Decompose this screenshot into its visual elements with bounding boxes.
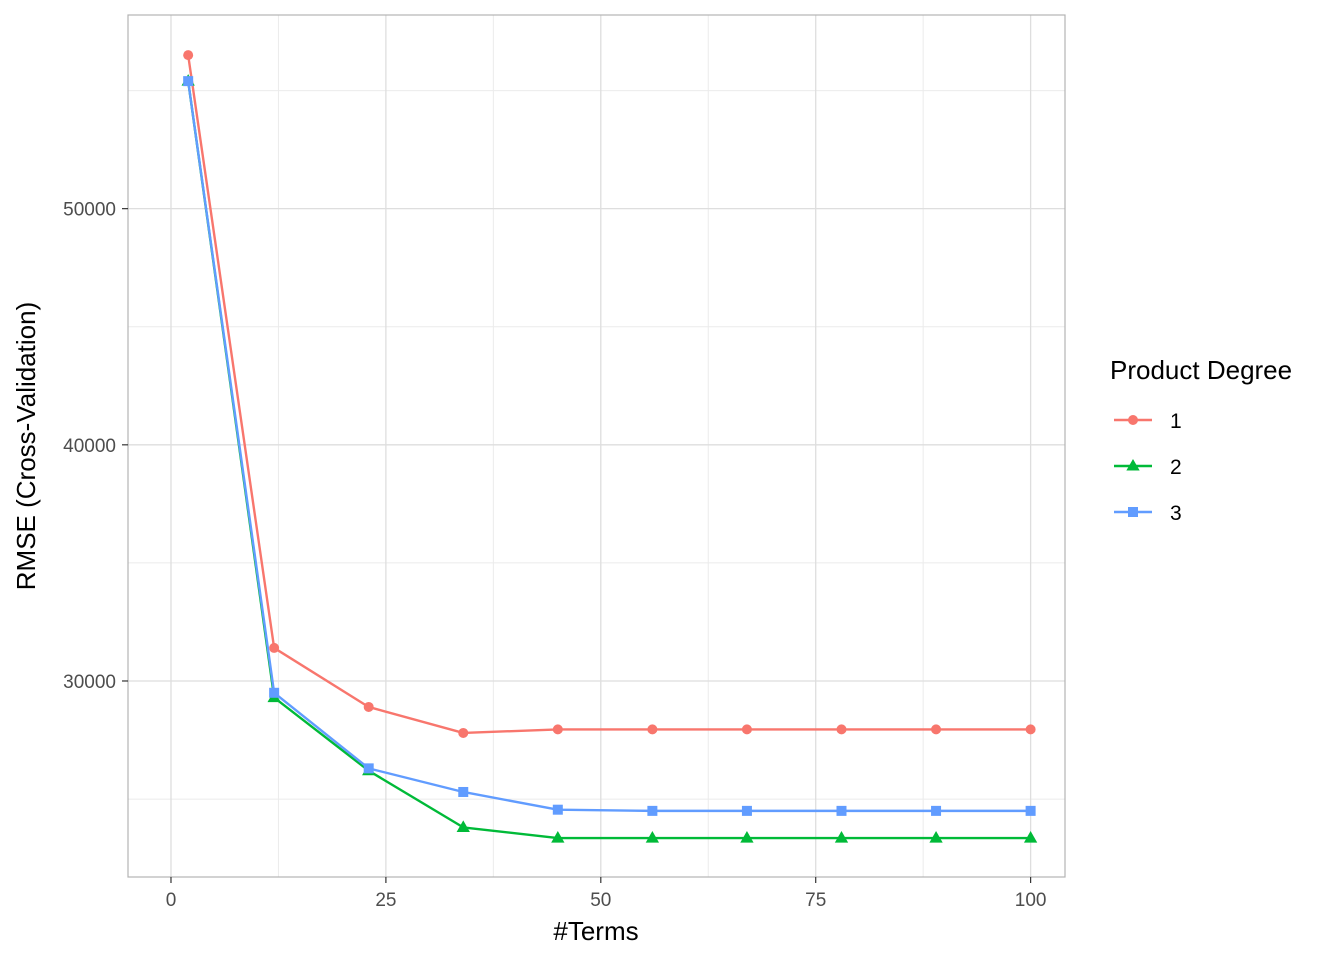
series-1-point: [458, 727, 469, 738]
series-1-point: [363, 701, 374, 712]
legend-item-3: 3: [1114, 502, 1182, 525]
series-layer: [181, 50, 1038, 843]
legend-key-marker: [1128, 507, 1138, 517]
series-3-point: [836, 805, 847, 816]
series-3-point: [183, 76, 194, 87]
series-2-point: [740, 831, 754, 843]
series-1-point: [1025, 724, 1036, 735]
series-1-point: [836, 724, 847, 735]
y-axis-title: RMSE (Cross-Validation): [11, 302, 41, 590]
plot-border: [127, 14, 1066, 878]
series-3-point: [931, 805, 942, 816]
series-3-point: [1025, 805, 1036, 816]
legend-key-marker: [1126, 459, 1140, 471]
series-1: [183, 50, 1036, 738]
series-1-line: [186, 54, 1031, 735]
series-2-point: [834, 831, 849, 843]
series-1-point: [931, 724, 942, 735]
legend-key-marker: [1128, 415, 1138, 425]
legend-item-1: 1: [1114, 410, 1182, 433]
series-1-point: [552, 724, 563, 735]
series-2-point: [645, 831, 660, 843]
legend-label: 1: [1170, 410, 1182, 433]
series-2-line: [186, 80, 1031, 840]
series-2: [181, 74, 1038, 843]
legend: Product Degree 1 2 3: [1110, 355, 1292, 525]
legend-title: Product Degree: [1110, 355, 1292, 385]
series-1-point: [647, 724, 658, 735]
series-3: [183, 76, 1036, 816]
x-tick-label: 75: [805, 890, 826, 911]
y-tick-label: 30000: [63, 672, 116, 693]
y-tick-label: 50000: [63, 200, 116, 221]
series-3-point: [458, 786, 469, 797]
x-tick-label: 0: [166, 890, 177, 911]
series-2-point: [929, 831, 943, 843]
legend-item-2: 2: [1114, 456, 1182, 479]
series-3-point: [363, 763, 374, 774]
x-axis-title: #Terms: [553, 916, 638, 946]
series-3-point: [741, 805, 752, 816]
legend-label: 2: [1170, 456, 1182, 479]
x-tick-label: 25: [375, 890, 396, 911]
series-3-line: [186, 80, 1031, 813]
series-3-point: [269, 687, 280, 698]
x-tick-label: 100: [1015, 890, 1047, 911]
series-1-point: [269, 642, 280, 653]
series-3-point: [647, 805, 658, 816]
legend-label: 3: [1170, 502, 1182, 525]
series-3-point: [552, 804, 563, 815]
minor-gridlines: [128, 15, 1065, 877]
series-2-point: [1023, 831, 1038, 843]
series-1-point: [741, 724, 752, 735]
x-axis-ticks: 0 25 50 75 100: [166, 877, 1047, 911]
series-2-point: [456, 820, 470, 832]
x-tick-label: 50: [590, 890, 611, 911]
series-2-point: [551, 831, 565, 843]
y-tick-label: 40000: [63, 436, 116, 457]
series-1-point: [183, 50, 194, 61]
y-axis-ticks: 30000 40000 50000: [63, 200, 128, 693]
plot-panel: [128, 15, 1065, 877]
